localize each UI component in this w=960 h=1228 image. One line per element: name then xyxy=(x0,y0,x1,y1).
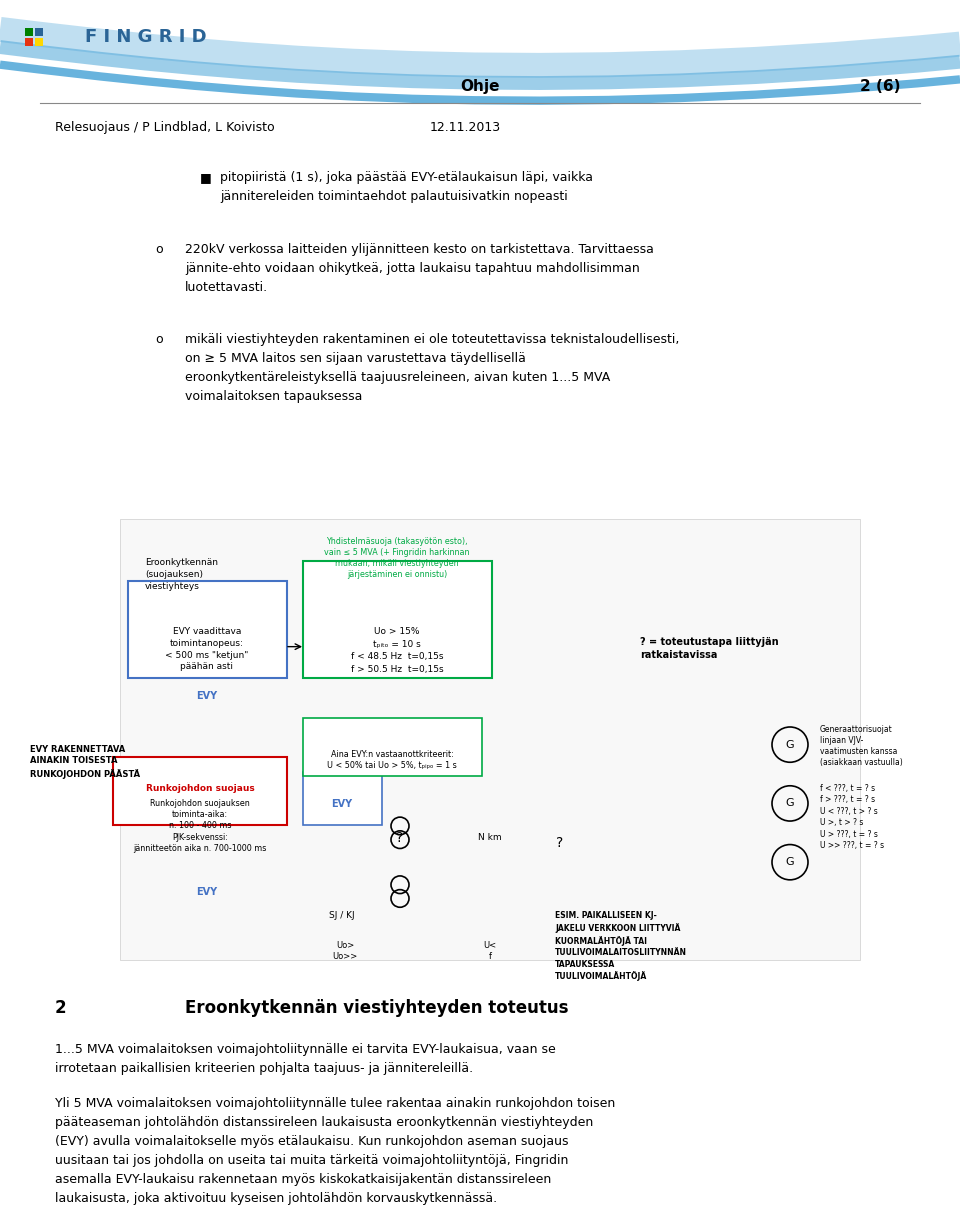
Text: Relesuojaus / P Lindblad, L Koivisto: Relesuojaus / P Lindblad, L Koivisto xyxy=(55,120,275,134)
Text: Yhdistelmäsuoja (takasyötön esto),
vain ≤ 5 MVA (+ Fingridin harkinnan
mukaan, m: Yhdistelmäsuoja (takasyötön esto), vain … xyxy=(324,537,469,580)
Text: SJ / KJ: SJ / KJ xyxy=(329,911,355,920)
FancyBboxPatch shape xyxy=(128,581,287,678)
Text: EVY RAKENNETTAVA
AINAKIN TOISESTA
RUNKOJOHDON PÄÄSTÄ: EVY RAKENNETTAVA AINAKIN TOISESTA RUNKOJ… xyxy=(30,744,140,779)
Text: o: o xyxy=(155,333,162,346)
Text: EVY: EVY xyxy=(197,887,218,896)
Text: Eroonkytkennän
(suojauksen)
viestiyhteys: Eroonkytkennän (suojauksen) viestiyhteys xyxy=(145,559,218,591)
Text: Yli 5 MVA voimalaitoksen voimajohtoliitynnälle tulee rakentaa ainakin runkojohdo: Yli 5 MVA voimalaitoksen voimajohtoliity… xyxy=(55,1098,615,1206)
FancyBboxPatch shape xyxy=(35,28,43,37)
Text: Uo>
Uo>>: Uo> Uo>> xyxy=(332,941,358,960)
Text: EVY: EVY xyxy=(197,690,218,701)
Text: ?: ? xyxy=(396,830,403,845)
Text: Ohje: Ohje xyxy=(460,79,500,93)
FancyBboxPatch shape xyxy=(25,28,33,37)
Text: ?: ? xyxy=(557,835,564,850)
Text: G: G xyxy=(785,798,794,808)
Text: 2: 2 xyxy=(55,1000,66,1017)
Text: G: G xyxy=(785,739,794,749)
Text: Eroonkytkennän viestiyhteyden toteutus: Eroonkytkennän viestiyhteyden toteutus xyxy=(185,1000,568,1017)
Text: 220kV verkossa laitteiden ylijännitteen kesto on tarkistettava. Tarvittaessa
jän: 220kV verkossa laitteiden ylijännitteen … xyxy=(185,243,654,293)
Text: Generaattorisuojat
linjaan VJV-
vaatimusten kanssa
(asiakkaan vastuulla): Generaattorisuojat linjaan VJV- vaatimus… xyxy=(820,725,902,768)
Text: ■: ■ xyxy=(200,172,212,184)
Text: f < ???, t = ? s
f > ???, t = ? s
U < ???, t > ? s
U >, t > ? s
U > ???, t = ? s: f < ???, t = ? s f > ???, t = ? s U < ??… xyxy=(820,783,884,850)
FancyBboxPatch shape xyxy=(303,561,492,678)
FancyBboxPatch shape xyxy=(120,519,860,960)
Text: 2 (6): 2 (6) xyxy=(860,79,900,93)
Text: Uo > 15%
tₚᵢₜₒ = 10 s
f < 48.5 Hz  t=0,15s
f > 50.5 Hz  t=0,15s: Uo > 15% tₚᵢₜₒ = 10 s f < 48.5 Hz t=0,15… xyxy=(350,628,444,673)
Text: pitopiiristä (1 s), joka päästää EVY-etälaukaisun läpi, vaikka
jännitereleiden t: pitopiiristä (1 s), joka päästää EVY-etä… xyxy=(220,172,593,204)
Text: EVY: EVY xyxy=(331,798,352,808)
Text: U<
f: U< f xyxy=(484,941,496,960)
Text: F I N G R I D: F I N G R I D xyxy=(85,28,206,47)
Text: 1...5 MVA voimalaitoksen voimajohtoliitynnälle ei tarvita EVY-laukaisua, vaan se: 1...5 MVA voimalaitoksen voimajohtoliity… xyxy=(55,1044,556,1076)
Text: G: G xyxy=(785,857,794,867)
Text: ? = toteutustapa liittyjän
ratkaistavissa: ? = toteutustapa liittyjän ratkaistaviss… xyxy=(640,637,779,661)
FancyBboxPatch shape xyxy=(25,38,33,45)
Text: 12.11.2013: 12.11.2013 xyxy=(430,120,501,134)
Text: mikäli viestiyhteyden rakentaminen ei ole toteutettavissa teknistaloudellisesti,: mikäli viestiyhteyden rakentaminen ei ol… xyxy=(185,333,680,403)
Text: Aina EVY:n vastaanottkriteerit:
U < 50% tai Uo > 5%, tₚᵢₚₒ = 1 s: Aina EVY:n vastaanottkriteerit: U < 50% … xyxy=(327,749,457,770)
Text: o: o xyxy=(155,243,162,255)
Text: ESIM. PAIKALLISEEN KJ-
JAKELU VERKKOON LIITTYVIÄ
KUORMALÄHTÖJÄ TAI
TUULIVOIMALAI: ESIM. PAIKALLISEEN KJ- JAKELU VERKKOON L… xyxy=(555,911,687,981)
FancyBboxPatch shape xyxy=(35,38,43,45)
Text: N km: N km xyxy=(478,834,502,842)
Text: Runkojohdon suojaus: Runkojohdon suojaus xyxy=(146,783,254,793)
FancyBboxPatch shape xyxy=(113,758,287,825)
FancyBboxPatch shape xyxy=(303,772,382,825)
FancyBboxPatch shape xyxy=(303,718,482,776)
Text: Runkojohdon suojauksen
toiminta-aika:
n. 100 - 400 ms
PJK-sekvenssi:
jännitteetö: Runkojohdon suojauksen toiminta-aika: n.… xyxy=(133,798,267,853)
Text: EVY vaadittava
toimintanopeus:
< 500 ms "ketjun"
päähän asti: EVY vaadittava toimintanopeus: < 500 ms … xyxy=(165,628,249,672)
